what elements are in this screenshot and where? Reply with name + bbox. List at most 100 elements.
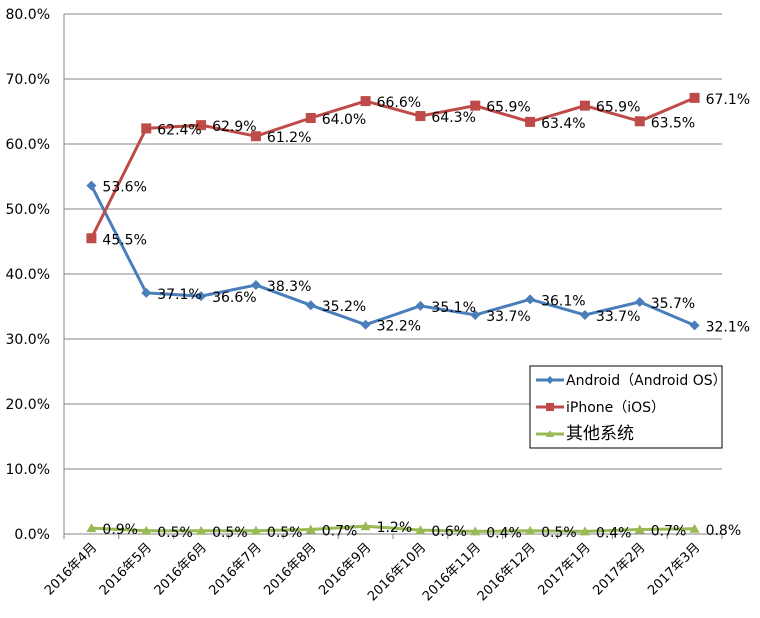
x-tick-label: 2017年2月 bbox=[590, 540, 648, 598]
series-1 bbox=[86, 180, 700, 331]
data-point bbox=[689, 320, 700, 331]
data-point bbox=[86, 233, 97, 244]
x-tick-label: 2016年8月 bbox=[261, 540, 319, 598]
data-label: 62.4% bbox=[157, 122, 201, 138]
x-tick-label: 2016年5月 bbox=[97, 540, 155, 598]
series-lines bbox=[86, 92, 700, 536]
data-label: 0.6% bbox=[431, 524, 467, 540]
x-tick-label: 2016年6月 bbox=[152, 540, 210, 598]
data-point bbox=[634, 524, 645, 534]
data-label: 0.5% bbox=[541, 525, 577, 541]
data-point bbox=[196, 291, 207, 302]
data-label: 0.8% bbox=[706, 523, 742, 539]
data-point bbox=[305, 300, 316, 311]
data-label: 45.5% bbox=[102, 232, 146, 248]
y-tick-label: 40.0% bbox=[6, 267, 50, 283]
data-point bbox=[579, 526, 590, 536]
data-label: 53.6% bbox=[102, 180, 146, 196]
legend-marker bbox=[546, 403, 554, 411]
data-point bbox=[360, 96, 371, 107]
data-label: 65.9% bbox=[596, 100, 640, 116]
x-tick-label: 2017年1月 bbox=[536, 540, 594, 598]
data-point bbox=[415, 300, 426, 311]
data-label: 65.9% bbox=[486, 100, 530, 116]
data-point bbox=[470, 100, 481, 111]
data-point bbox=[689, 523, 700, 533]
x-tick-label: 2016年12月 bbox=[475, 540, 539, 604]
data-point bbox=[86, 180, 97, 191]
data-point bbox=[141, 123, 152, 134]
data-point bbox=[305, 113, 316, 123]
data-label: 33.7% bbox=[486, 309, 530, 325]
series-line bbox=[90, 96, 696, 239]
data-label: 32.2% bbox=[377, 319, 421, 335]
data-point bbox=[415, 525, 426, 535]
legend-item: iPhone（iOS） bbox=[536, 400, 665, 416]
legend-item: Android（Android OS） bbox=[536, 373, 727, 389]
y-tick-label: 20.0% bbox=[6, 397, 50, 413]
data-point bbox=[360, 521, 371, 531]
y-tick-label: 50.0% bbox=[6, 202, 50, 218]
data-point bbox=[141, 525, 152, 535]
data-point bbox=[196, 525, 207, 535]
data-point bbox=[579, 309, 590, 320]
data-label: 63.5% bbox=[651, 115, 695, 131]
data-label: 35.1% bbox=[431, 300, 475, 316]
data-point bbox=[525, 116, 536, 127]
legend-label: Android（Android OS） bbox=[566, 373, 727, 389]
data-label: 63.4% bbox=[541, 116, 585, 132]
x-tick-label: 2017年3月 bbox=[645, 540, 703, 598]
series-2 bbox=[86, 92, 700, 244]
data-point bbox=[415, 111, 426, 122]
data-label: 0.7% bbox=[322, 523, 358, 539]
legend-marker bbox=[546, 376, 554, 384]
series-line bbox=[91, 524, 695, 533]
gridlines bbox=[64, 13, 722, 470]
data-label: 64.3% bbox=[431, 110, 475, 126]
data-point bbox=[250, 525, 261, 535]
data-label: 0.5% bbox=[157, 525, 193, 541]
y-tick-label: 60.0% bbox=[6, 137, 50, 153]
data-point bbox=[141, 287, 152, 298]
data-point bbox=[634, 116, 645, 127]
data-label: 37.1% bbox=[157, 287, 201, 303]
data-point bbox=[305, 524, 316, 534]
data-label: 0.5% bbox=[212, 525, 248, 541]
data-label: 33.7% bbox=[596, 309, 640, 325]
data-point bbox=[525, 525, 536, 535]
y-tick-label: 10.0% bbox=[6, 462, 50, 478]
data-label: 0.9% bbox=[102, 522, 138, 538]
data-point bbox=[86, 523, 97, 533]
y-tick-label: 80.0% bbox=[6, 7, 50, 23]
data-label: 0.7% bbox=[651, 523, 687, 539]
data-label: 35.7% bbox=[651, 296, 695, 312]
data-label: 38.3% bbox=[267, 279, 311, 295]
legend-item: 其他系统 bbox=[536, 424, 634, 444]
data-point bbox=[689, 92, 700, 103]
y-tick-label: 70.0% bbox=[6, 72, 50, 88]
x-tick-label: 2016年7月 bbox=[207, 540, 265, 598]
data-label: 1.2% bbox=[377, 520, 413, 536]
data-label: 0.5% bbox=[267, 525, 303, 541]
data-label: 61.2% bbox=[267, 130, 311, 146]
data-label: 64.0% bbox=[322, 112, 366, 128]
data-point bbox=[470, 526, 481, 536]
y-tick-label: 30.0% bbox=[6, 332, 50, 348]
legend: Android（Android OS） iPhone（iOS） 其他系统 bbox=[529, 365, 727, 449]
data-label: 67.1% bbox=[706, 92, 750, 108]
data-label: 66.6% bbox=[377, 95, 421, 111]
data-point bbox=[250, 280, 261, 291]
data-point bbox=[525, 294, 536, 305]
legend-label: iPhone（iOS） bbox=[566, 400, 665, 416]
data-label: 36.6% bbox=[212, 290, 256, 306]
x-tick-label: 2016年4月 bbox=[42, 540, 100, 598]
data-label: 36.1% bbox=[541, 293, 585, 309]
data-labels: 53.6% 37.1% 36.6% 38.3% 35.2% 32.2% 35.1% 33.7%… bbox=[102, 92, 750, 542]
y-tick-label: 0.0% bbox=[14, 527, 50, 543]
legend-label: 其他系统 bbox=[566, 424, 634, 444]
data-label: 0.4% bbox=[596, 525, 632, 541]
data-label: 35.2% bbox=[322, 299, 366, 315]
legend-marker bbox=[546, 430, 554, 437]
